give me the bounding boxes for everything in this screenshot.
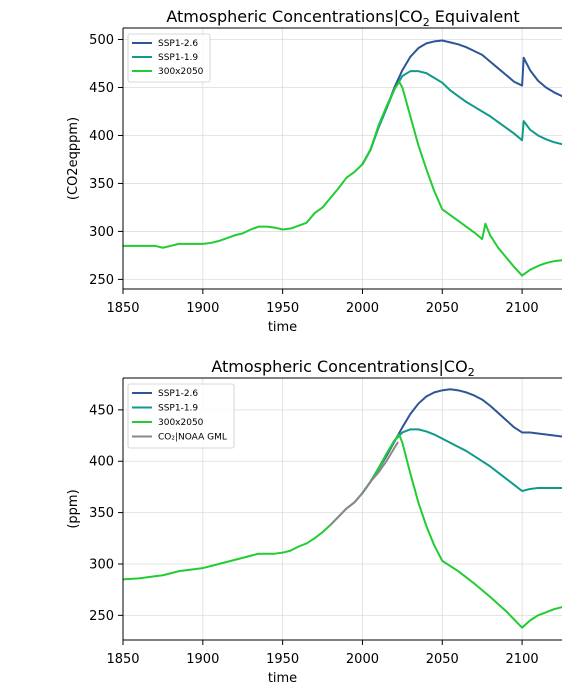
- legend-label: SSP1-1.9: [158, 53, 198, 63]
- series-group: [123, 39, 562, 277]
- series-line-1: [361, 388, 562, 495]
- x-tick-label: 1950: [266, 652, 299, 667]
- y-tick-label: 350: [89, 177, 114, 192]
- legend: SSP1-2.6 SSP1-1.9 300x2050: [127, 33, 211, 83]
- x-tick-label: 2100: [506, 652, 539, 667]
- x-tick-label: 1850: [106, 301, 139, 316]
- series-line-4: [329, 441, 399, 526]
- legend: SSP1-2.6 SSP1-1.9 300x2050 CO₂|NOAA GML: [127, 383, 235, 449]
- legend-box: [127, 383, 235, 449]
- chart-title-main: Atmospheric Concentrations|CO: [166, 7, 422, 26]
- y-tick-label: 300: [89, 557, 114, 572]
- x-axis-label: time: [268, 671, 297, 684]
- chart-panel-2: 1850 1900 1950 2000 2050 2100 250 300 350 400 450 t…: [66, 357, 562, 684]
- y-axis-label: (CO2eqppm): [66, 117, 81, 200]
- chart-title-subscript: 2: [468, 366, 475, 379]
- series-line-2: [361, 70, 562, 166]
- y-tick-label: 250: [89, 273, 114, 288]
- x-tick-label: 2000: [346, 652, 379, 667]
- y-tick-label: 350: [89, 506, 114, 521]
- legend-label: 300x2050: [158, 418, 204, 428]
- chart-title: Atmospheric Concentrations|CO2: [211, 357, 474, 379]
- x-axis-label: time: [268, 320, 297, 335]
- y-axis-label: (ppm): [66, 489, 81, 528]
- chart-title-suffix: Equivalent: [430, 7, 520, 26]
- series-group: [123, 388, 562, 629]
- y-tick-label: 300: [89, 225, 114, 240]
- y-tick-label: 450: [89, 403, 114, 418]
- x-tick-label: 1900: [186, 301, 219, 316]
- legend-label: CO₂|NOAA GML: [158, 433, 227, 443]
- x-tick-label: 1850: [106, 652, 139, 667]
- y-tick-label: 400: [89, 455, 114, 470]
- x-tick-label: 2100: [506, 301, 539, 316]
- x-tick-label: 2050: [426, 652, 459, 667]
- legend-label: SSP1-1.9: [158, 404, 198, 414]
- chart-title-subscript: 2: [423, 16, 430, 29]
- y-tick-label: 250: [89, 609, 114, 624]
- y-tick-label: 500: [89, 33, 114, 48]
- series-line-3: [123, 433, 562, 629]
- legend-label: SSP1-2.6: [158, 39, 198, 49]
- chart-title: Atmospheric Concentrations|CO2 Equivalen…: [166, 7, 519, 29]
- x-tick-label: 1900: [186, 652, 219, 667]
- legend-label: 300x2050: [158, 67, 204, 77]
- x-tick-label: 2000: [346, 301, 379, 316]
- y-tick-label: 450: [89, 81, 114, 96]
- chart-panel-1: 1850 1900 1950 2000 2050 2100 250 300 350 400 450 5…: [66, 7, 562, 335]
- y-tick-label: 400: [89, 129, 114, 144]
- series-line-1: [361, 39, 562, 166]
- x-tick-label: 2050: [426, 301, 459, 316]
- x-tick-label: 1950: [266, 301, 299, 316]
- series-line-3: [123, 80, 562, 277]
- legend-label: SSP1-2.6: [158, 389, 198, 399]
- chart-title-main: Atmospheric Concentrations|CO: [211, 357, 467, 376]
